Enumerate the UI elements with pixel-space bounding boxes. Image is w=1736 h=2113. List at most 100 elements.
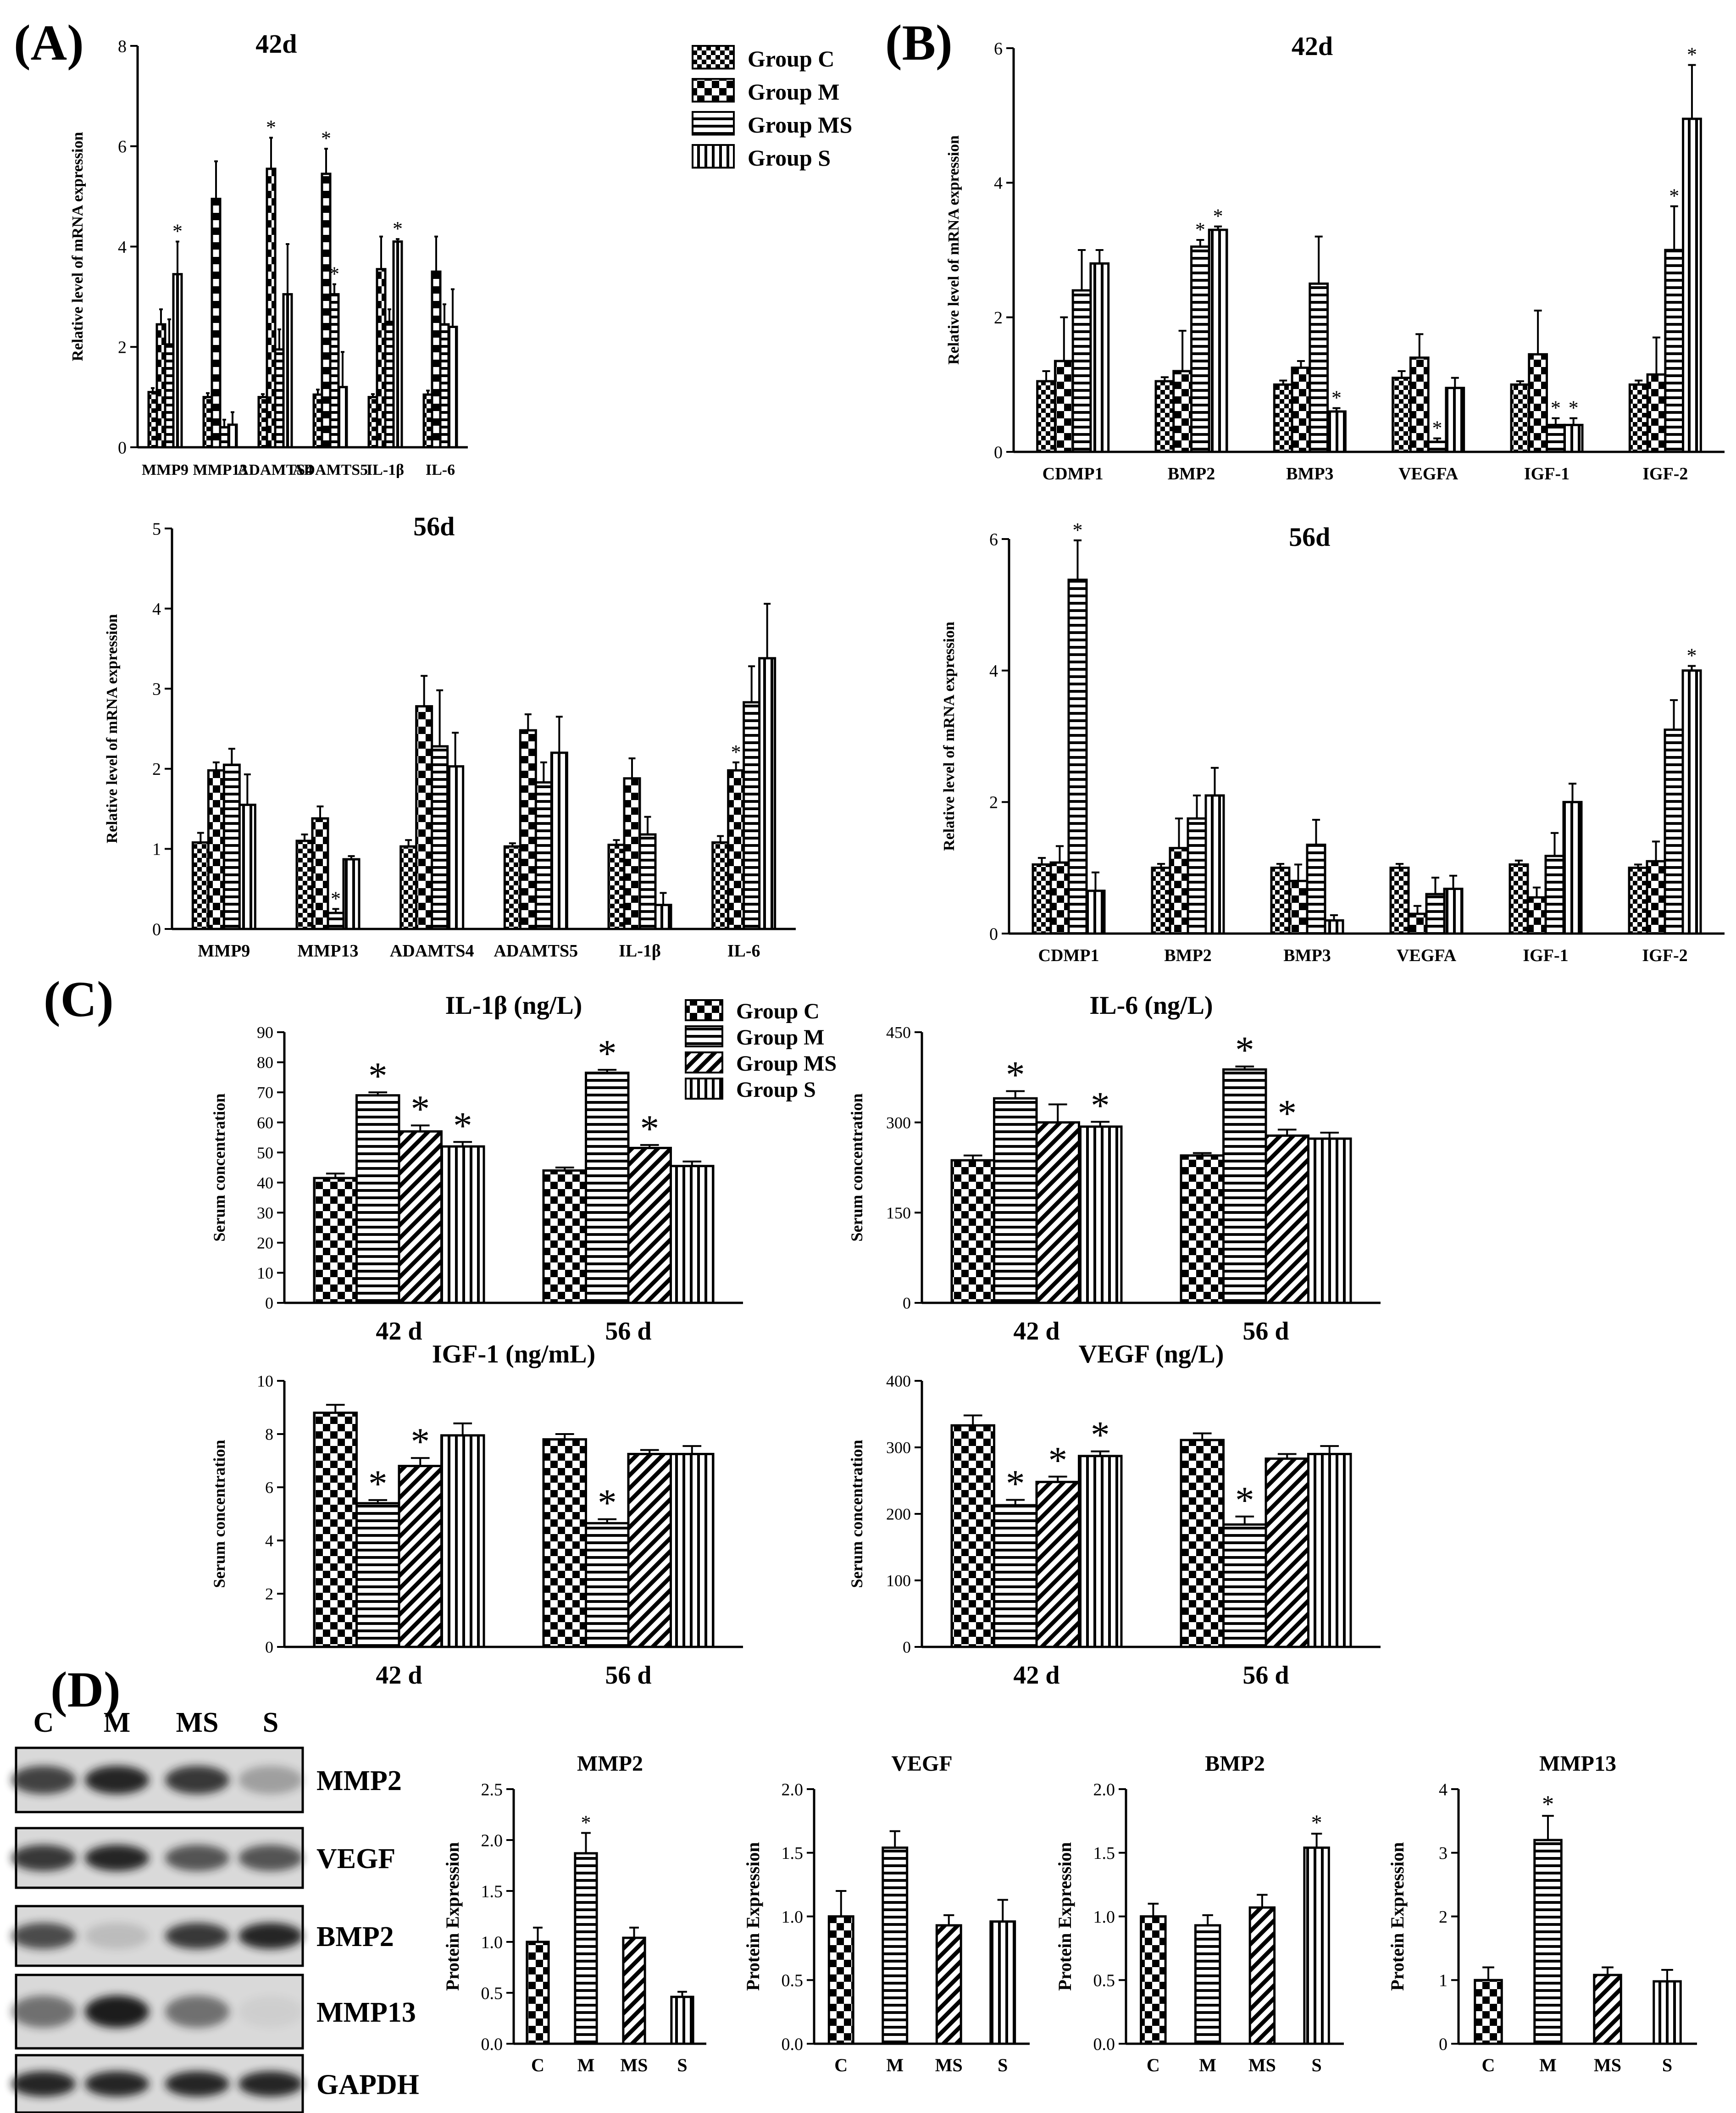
- legend-label: Group C: [748, 46, 834, 72]
- bar-VEGFA-Group S: [1443, 888, 1464, 935]
- x-category-label: 42 d: [376, 1661, 422, 1690]
- y-tick-label: 0: [994, 443, 1003, 462]
- bar-IGF-2-Group S: [1682, 117, 1702, 453]
- bar-56 d-Group S: [1307, 1453, 1352, 1648]
- bar-56 d-Group M: [1222, 1523, 1267, 1648]
- blot-band: [165, 2071, 229, 2096]
- bar-56 d-Group C: [542, 1169, 587, 1304]
- chart-B56: 0 2 4 6 Relative level of mRNA expression 56d…: [941, 519, 1725, 965]
- bar-ADAMTS5-Group C: [503, 845, 521, 930]
- y-tick-label: 0.5: [481, 1984, 503, 2003]
- y-tick-label: 80: [257, 1053, 273, 1072]
- y-axis-label: Relative level of mRNA expression: [69, 132, 86, 361]
- bar-42 d-Group S: [1078, 1455, 1123, 1648]
- significance-star: *: [1331, 387, 1342, 409]
- legend-swatch: [685, 999, 723, 1021]
- y-tick-label: 2.5: [481, 1780, 503, 1799]
- x-category-label: 56 d: [605, 1317, 651, 1346]
- significance-star: *: [1687, 645, 1697, 667]
- bar-MMP13-Group MS: [327, 912, 345, 930]
- bar-MMP9-Group M: [155, 323, 166, 449]
- x-category-label: M: [1539, 2055, 1557, 2075]
- bar-CDMP1-Group S: [1085, 890, 1106, 935]
- bar-BMP3-Group C: [1273, 383, 1293, 453]
- bar-56 d-Group MS: [627, 1453, 672, 1648]
- chart-title: 42d: [1292, 31, 1333, 61]
- x-category-label: ADAMTS5: [293, 462, 368, 478]
- x-category-label: M: [1199, 2055, 1216, 2075]
- blot-band: [85, 2071, 149, 2096]
- bar-C: [827, 1915, 854, 2045]
- chart-C2: 0 150 300 450 Serum concentration IL-6 (ng/L)…: [848, 991, 1381, 1346]
- y-tick-label: 10: [257, 1264, 273, 1282]
- y-tick-label: 4: [994, 174, 1003, 193]
- x-category-label: M: [886, 2055, 904, 2075]
- significance-star: *: [368, 1055, 388, 1097]
- bar-VEGFA-Group S: [1445, 387, 1465, 453]
- blot-row-label: GAPDH: [316, 2069, 419, 2101]
- bar-42 d-Group MS: [398, 1465, 443, 1648]
- bar-IL-1β-Group MS: [638, 833, 657, 930]
- chart-D1: 0.0 0.5 1.0 1.5 2.0 2.5 Protein Expression MMP2…: [442, 1752, 706, 2075]
- significance-star: *: [172, 220, 183, 243]
- significance-star: *: [1091, 1414, 1110, 1457]
- blot-row-label: BMP2: [316, 1921, 394, 1952]
- blot-band: [165, 1845, 229, 1871]
- chart-title: IL-6 (ng/L): [1089, 991, 1213, 1020]
- y-tick-label: 0: [989, 924, 998, 944]
- bar-ADAMTS4-Group S: [446, 765, 465, 930]
- legend-swatch: [692, 78, 735, 103]
- bar-MMP9-Group MS: [222, 763, 241, 930]
- bar-VEGFA-Group C: [1389, 867, 1410, 935]
- x-category-label: MS: [935, 2055, 963, 2075]
- bar-IL-6-Group M: [727, 769, 745, 930]
- y-tick-label: 2: [989, 793, 998, 812]
- x-category-label: MMP13: [193, 462, 248, 478]
- bar-BMP2-Group MS: [1190, 245, 1210, 453]
- significance-star: *: [331, 887, 341, 910]
- bar-42 d-Group M: [993, 1097, 1038, 1304]
- bar-42 d-Group C: [950, 1159, 995, 1304]
- bar-IL-6-Group C: [422, 393, 433, 449]
- blot-band: [238, 1766, 303, 1794]
- y-axis-label: Protein Expression: [442, 1842, 463, 1991]
- bar-56 d-Group C: [1180, 1154, 1225, 1304]
- bar-IL-1β-Group MS: [384, 321, 395, 449]
- y-tick-label: 10: [257, 1372, 273, 1390]
- bar-IGF-1-Group C: [1509, 863, 1529, 935]
- chart-title: VEGF (ng/L): [1079, 1340, 1224, 1368]
- x-category-label: C: [834, 2055, 848, 2075]
- bar-42 d-Group S: [1078, 1125, 1123, 1304]
- y-tick-label: 90: [257, 1023, 273, 1042]
- bar-IGF-2-Group S: [1681, 669, 1702, 935]
- x-category-label: ADAMTS4: [390, 941, 474, 961]
- bar-M: [574, 1852, 598, 2045]
- bar-MMP9-Group C: [191, 841, 210, 930]
- significance-star: *: [453, 1105, 472, 1147]
- x-category-label: C: [1482, 2055, 1495, 2075]
- x-category-label: 56 d: [605, 1661, 651, 1690]
- bar-BMP3-Group M: [1291, 367, 1311, 453]
- chart-title: 42d: [255, 29, 297, 59]
- blot-band: [165, 1995, 229, 2028]
- x-category-label: S: [1662, 2055, 1672, 2075]
- bar-IGF-1-Group S: [1563, 423, 1584, 453]
- bar-ADAMTS5-Group MS: [534, 781, 553, 930]
- bar-IL-1β-Group M: [376, 268, 387, 449]
- y-tick-label: 0.0: [1093, 2035, 1115, 2054]
- panel-letter-a: (A): [14, 15, 84, 71]
- significance-star: *: [1669, 185, 1679, 207]
- bar-IL-1β-Group M: [623, 777, 641, 930]
- legend-label: Group MS: [748, 112, 852, 138]
- bar-ADAMTS4-Group C: [257, 396, 268, 449]
- x-category-label: MMP9: [142, 462, 189, 478]
- significance-star: *: [410, 1088, 430, 1130]
- legend-label: Group C: [736, 999, 820, 1023]
- legend-label: Group M: [748, 79, 840, 105]
- x-category-label: 42 d: [376, 1317, 422, 1346]
- y-tick-label: 0: [152, 920, 161, 939]
- x-category-label: IGF-1: [1524, 464, 1570, 484]
- bar-MMP9-Group M: [207, 769, 225, 930]
- panel-letter-b: (B): [885, 15, 953, 71]
